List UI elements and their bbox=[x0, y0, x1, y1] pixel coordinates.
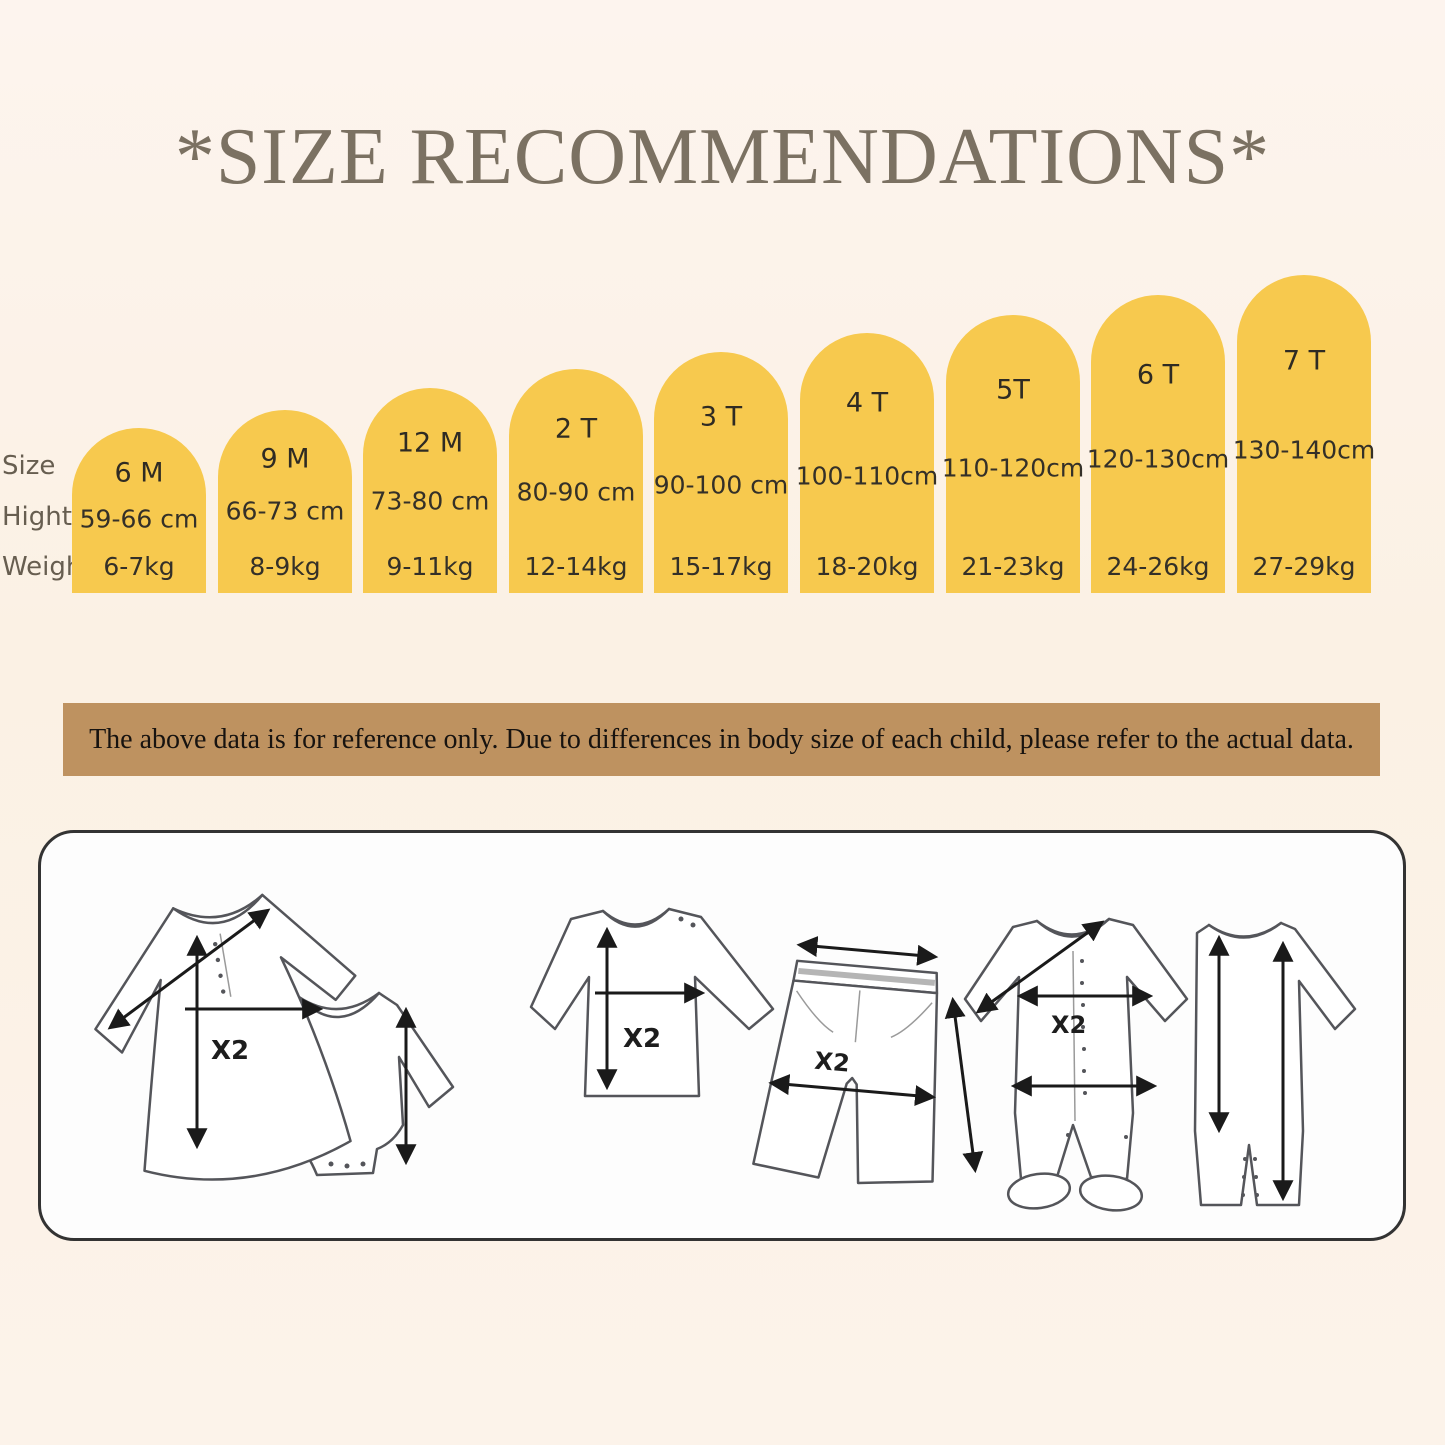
size-label: 9 M bbox=[260, 443, 310, 475]
size-arch: 4 T 100-110cm 18-20kg bbox=[796, 333, 938, 593]
height-range-label: 110-120cm bbox=[941, 453, 1085, 483]
size-label: 12 M bbox=[396, 427, 464, 459]
size-label: 7 T bbox=[1282, 345, 1326, 377]
romper-measure-arrows bbox=[1208, 934, 1294, 1202]
sleeper-outline bbox=[963, 917, 1189, 1212]
row-label-hight: Hight bbox=[2, 502, 72, 532]
height-range-label: 66-73 cm bbox=[225, 496, 345, 526]
row-label-size: Size bbox=[2, 451, 56, 481]
dress-and-bodysuit-measure-diagram: X2 bbox=[94, 893, 455, 1181]
tee-measure-arrows bbox=[595, 926, 706, 1091]
shorts-length-arrow bbox=[944, 996, 984, 1174]
weight-range-label: 24-26kg bbox=[1106, 552, 1210, 581]
weight-range-label: 9-11kg bbox=[386, 552, 474, 581]
size-label: 5T bbox=[996, 374, 1030, 406]
x2-multiplier-label: X2 bbox=[813, 1047, 851, 1078]
sleeper-measure-arrows bbox=[975, 920, 1158, 1097]
measurement-diagram-box: X2 X2 bbox=[38, 830, 1406, 1241]
size-label: 2 T bbox=[554, 413, 598, 445]
height-range-label: 120-130cm bbox=[1086, 444, 1230, 474]
size-arch: 5T 110-120cm 21-23kg bbox=[942, 315, 1084, 593]
x2-multiplier-label: X2 bbox=[623, 1024, 661, 1054]
size-label: 4 T bbox=[845, 387, 889, 419]
height-range-label: 90-100 cm bbox=[653, 470, 789, 500]
shorts-outline: X2 bbox=[752, 936, 939, 1185]
disclaimer-text: The above data is for reference only. Du… bbox=[89, 723, 1354, 755]
page-title: *SIZE RECOMMENDATIONS* bbox=[174, 113, 1271, 201]
tee-outline bbox=[529, 907, 775, 1098]
size-label: 6 M bbox=[114, 457, 164, 489]
size-arch: 3 T 90-100 cm 15-17kg bbox=[654, 352, 788, 593]
height-range-label: 100-110cm bbox=[795, 461, 939, 491]
weight-range-label: 15-17kg bbox=[669, 552, 773, 581]
size-arch: 6 M 59-66 cm 6-7kg bbox=[72, 428, 206, 593]
size-arch: 12 M 73-80 cm 9-11kg bbox=[363, 388, 497, 593]
weight-range-label: 8-9kg bbox=[249, 552, 321, 581]
x2-multiplier-label: X2 bbox=[1051, 1011, 1086, 1039]
size-arch: 7 T 130-140cm 27-29kg bbox=[1233, 275, 1375, 593]
height-range-label: 80-90 cm bbox=[516, 477, 636, 507]
height-range-label: 73-80 cm bbox=[370, 486, 490, 516]
size-label: 3 T bbox=[699, 401, 743, 433]
x2-multiplier-label: X2 bbox=[211, 1036, 249, 1066]
size-arch: 6 T 120-130cm 24-26kg bbox=[1087, 295, 1229, 593]
size-arch: 2 T 80-90 cm 12-14kg bbox=[509, 369, 643, 593]
size-arch: 9 M 66-73 cm 8-9kg bbox=[218, 410, 352, 593]
weight-range-label: 27-29kg bbox=[1252, 552, 1356, 581]
height-range-label: 59-66 cm bbox=[79, 504, 199, 534]
tee-and-shorts-measure-diagram: X2 X2 bbox=[529, 907, 984, 1185]
measure-arrows bbox=[107, 908, 417, 1166]
weight-range-label: 12-14kg bbox=[524, 552, 628, 581]
height-range-label: 130-140cm bbox=[1232, 435, 1376, 465]
disclaimer-banner: The above data is for reference only. Du… bbox=[63, 703, 1380, 776]
size-label: 6 T bbox=[1136, 359, 1180, 391]
weight-range-label: 21-23kg bbox=[961, 552, 1065, 581]
sleeper-and-romper-measure-diagram: X2 bbox=[963, 917, 1357, 1212]
weight-range-label: 6-7kg bbox=[103, 552, 175, 581]
weight-range-label: 18-20kg bbox=[815, 552, 919, 581]
